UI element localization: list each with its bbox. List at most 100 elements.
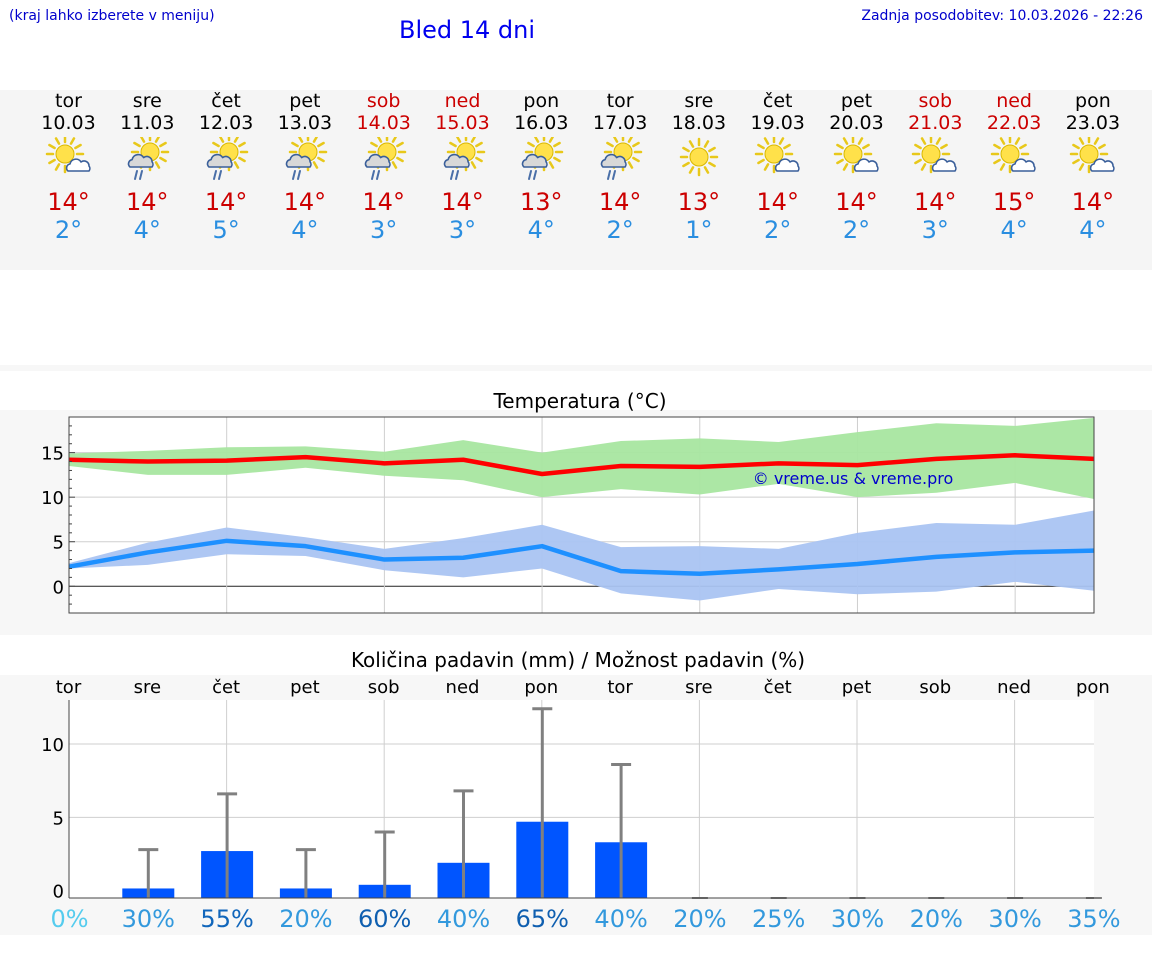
rain-tick-label: 10: [41, 735, 64, 756]
temp-tick-label: 0: [53, 577, 64, 598]
temp-max: 14°: [283, 188, 327, 216]
temp-min: 4°: [133, 216, 161, 244]
precip-probability: 40%: [594, 905, 647, 933]
precip-probability: 60%: [358, 905, 411, 933]
temp-max: 14°: [47, 188, 90, 216]
day-date: 21.03: [908, 112, 963, 134]
forecast-day: pon 23.03 14° 4°: [1053, 90, 1133, 244]
forecast-day: čet 19.03 14° 2°: [738, 90, 818, 244]
precip-probability: 20%: [279, 905, 332, 933]
precip-probability: 35%: [1067, 905, 1120, 933]
rain-category-label: sre: [134, 677, 161, 698]
temp-min: 4°: [1079, 216, 1107, 244]
day-name: tor: [55, 90, 82, 112]
temp-min: 4°: [527, 216, 555, 244]
day-name: sob: [366, 90, 401, 112]
temp-tick-label: 5: [53, 533, 64, 554]
sun-cloud-icon: [1069, 137, 1115, 174]
temp-chart-title: Temperatura (°C): [492, 389, 666, 413]
day-date: 23.03: [1065, 112, 1121, 134]
day-name: sob: [918, 90, 953, 112]
forecast-day: pon 16.03 13° 4°: [501, 90, 581, 244]
precip-probability: 25%: [752, 905, 805, 933]
day-name: sre: [132, 90, 162, 112]
forecast-day: tor 17.03 14° 2°: [580, 90, 660, 244]
rain-tick-label: 0: [53, 882, 64, 903]
precip-probability: 65%: [516, 905, 569, 933]
precip-probability: 30%: [831, 905, 884, 933]
last-updated: Zadnja posodobitev: 10.03.2026 - 22:26: [861, 8, 1143, 24]
temp-plot-frame: [68, 416, 1095, 614]
day-name: čet: [211, 90, 241, 112]
temp-max: 15°: [992, 188, 1036, 216]
rain-category-label: čet: [212, 677, 240, 698]
rain-tick-label: 5: [53, 808, 64, 829]
sun-cloud-rain-icon: [285, 137, 328, 180]
sun-icon: [679, 137, 719, 177]
day-name: pon: [1075, 90, 1111, 112]
day-name: sre: [684, 90, 714, 112]
precip-probability: 20%: [910, 905, 963, 933]
location-hint: (kraj lahko izberete v meniju): [9, 8, 215, 24]
temp-max: 14°: [756, 188, 799, 216]
temp-max: 14°: [441, 188, 484, 216]
precip-probability: 30%: [122, 905, 175, 933]
forecast-day: sob 21.03 14° 3°: [895, 90, 975, 244]
forecast-day: sob 14.03 14° 3°: [344, 90, 424, 244]
sun-cloud-rain-icon: [600, 137, 643, 180]
temp-min: 5°: [212, 216, 240, 244]
day-name: pet: [289, 90, 321, 112]
day-name: ned: [444, 90, 481, 112]
precip-probability: 55%: [200, 905, 253, 933]
temp-min: 4°: [1000, 216, 1028, 244]
rain-category-label: sob: [368, 677, 400, 698]
temp-max: 13°: [520, 188, 563, 216]
temp-tick-label: 15: [41, 444, 64, 465]
day-name: pon: [523, 90, 560, 112]
watermark: © vreme.us & vreme.pro: [753, 469, 954, 488]
rain-category-label: sre: [685, 677, 712, 698]
page-title: Bled 14 dni: [399, 16, 536, 44]
temp-min: 2°: [764, 216, 792, 244]
forecast-day: pet 20.03 14° 2°: [817, 90, 897, 244]
temperature-chart: Temperatura (°C) 0 5 10 15 © vreme.us & vre…: [0, 389, 1152, 635]
rain-category-label: pon: [1076, 677, 1110, 698]
day-date: 20.03: [829, 112, 884, 134]
sun-cloud-icon: [833, 137, 879, 174]
day-date: 19.03: [750, 112, 805, 134]
sun-cloud-rain-icon: [522, 137, 564, 180]
forecast-day: ned 22.03 15° 4°: [974, 90, 1054, 244]
sun-cloud-rain-icon: [128, 137, 170, 180]
day-date: 11.03: [120, 112, 175, 134]
forecast-day: ned 15.03 14° 3°: [423, 90, 503, 244]
rain-chart-title: Količina padavin (mm) / Možnost padavin …: [351, 648, 805, 672]
temp-min: 2°: [54, 216, 83, 244]
day-date: 17.03: [592, 112, 648, 134]
day-date: 10.03: [41, 112, 96, 134]
rain-category-label: pon: [524, 677, 558, 698]
temp-max-line: [68, 453, 1095, 477]
rain-category-label: tor: [56, 677, 82, 698]
sun-cloud-rain-icon: [364, 137, 406, 180]
sun-cloud-icon: [990, 137, 1036, 174]
day-name: pet: [840, 90, 873, 112]
temp-min: 3°: [921, 216, 949, 244]
day-name: tor: [606, 90, 634, 112]
forecast-day: sre 18.03 13° 1°: [659, 90, 739, 244]
divider: [0, 365, 1152, 371]
temp-min: 3°: [370, 216, 398, 244]
sun-cloud-rain-icon: [443, 137, 485, 180]
sun-cloud-icon: [45, 137, 91, 174]
temp-max: 14°: [204, 188, 248, 216]
sun-cloud-icon: [912, 137, 957, 174]
temp-max: 14°: [362, 188, 405, 216]
precipitation-chart: Količina padavin (mm) / Možnost padavin …: [0, 648, 1152, 935]
rain-category-label: sob: [919, 677, 951, 698]
rain-category-label: čet: [764, 677, 792, 698]
day-date: 18.03: [671, 112, 727, 134]
temp-max: 14°: [914, 188, 957, 216]
day-date: 22.03: [986, 112, 1042, 134]
day-name: čet: [762, 90, 793, 112]
forecast-day: pet 13.03 14° 4°: [265, 90, 345, 244]
precip-probability: 20%: [673, 905, 726, 933]
